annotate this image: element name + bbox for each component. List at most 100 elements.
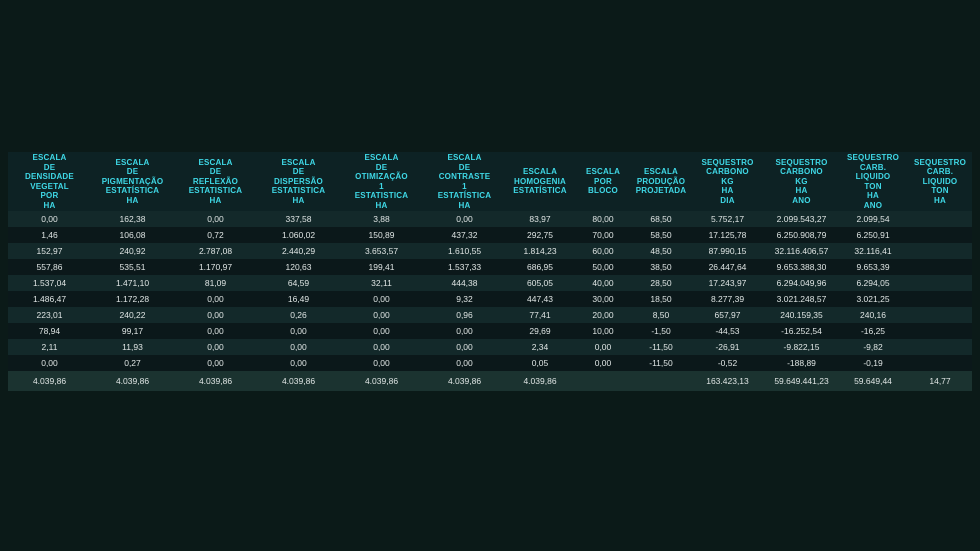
- cell-r4-c13: [908, 259, 972, 275]
- cell-r7-c1: 223,01: [36, 310, 63, 320]
- cell-r9-c11: -9.822,15: [783, 342, 820, 352]
- cell-r3-c5: 3.653,57: [364, 246, 399, 256]
- cell-r7-c6: 0,96: [456, 310, 473, 320]
- cell-r1-c7: 83,97: [529, 214, 551, 224]
- cell-r6-c1: 1.486,47: [32, 294, 67, 304]
- cell-r3-c4: 2.440,29: [281, 246, 316, 256]
- cell-r1-c8: 80,00: [592, 214, 614, 224]
- cell-r6-c5: 0,00: [373, 294, 390, 304]
- cell-r3-c12: 32.116,41: [854, 246, 892, 256]
- table-row[interactable]: 223,01 240,22 0,00 0,26 0,00 0,96 77,41 20,00 8,…: [8, 307, 972, 323]
- cell-r9-c4: 0,00: [290, 342, 307, 352]
- cell-r1-c1: 0,00: [41, 214, 58, 224]
- cell-r4-c11: 9.653.388,30: [776, 262, 827, 272]
- table-row[interactable]: 1.486,47 1.172,28 0,00 16,49 0,00 9,32 447,43 3…: [8, 291, 972, 307]
- cell-r7-c9: 8,50: [652, 310, 670, 320]
- table-body: 0,00 162,38 0,00 337,58 3,88 0,00 83,97 80,00 68…: [8, 211, 972, 371]
- totals-cell-c10: 163.423,13: [706, 376, 749, 386]
- cell-r7-c2: 240,22: [119, 310, 146, 320]
- column-header-3: ESCALA DE REFLEXÃO ESTATISTICA HA: [188, 157, 243, 205]
- cell-r4-c12: 9.653,39: [856, 262, 890, 272]
- cell-r1-c4: 337,58: [285, 214, 312, 224]
- cell-r9-c7: 2,34: [531, 342, 549, 352]
- cell-r7-c8: 20,00: [592, 310, 614, 320]
- cell-r4-c4: 120,63: [285, 262, 312, 272]
- cell-r3-c9: 48,50: [650, 246, 672, 256]
- table-row[interactable]: 557,86 535,51 1.170,97 120,63 199,41 1.537,33…: [8, 259, 972, 275]
- totals-cell-c13: 14,77: [929, 376, 951, 386]
- cell-r8-c1: 78,94: [38, 326, 61, 336]
- cell-r10-c3: 0,00: [207, 358, 224, 368]
- cell-r8-c8: 10,00: [592, 326, 614, 336]
- cell-r1-c13: [908, 211, 972, 227]
- cell-r6-c11: 3.021.248,57: [776, 294, 827, 304]
- cell-r9-c12: -9,82: [863, 342, 883, 352]
- cell-r6-c4: 16,49: [287, 294, 310, 304]
- cell-r8-c2: 99,17: [121, 326, 144, 336]
- cell-r9-c2: 11,93: [122, 342, 143, 352]
- cell-r8-c10: -44,53: [715, 326, 740, 336]
- cell-r4-c8: 50,00: [592, 262, 614, 272]
- column-header-5: ESCALA DE OTIMIZAÇÃO 1 ESTATISTICA HA: [354, 153, 409, 210]
- cell-r8-c7: 29,69: [529, 326, 551, 336]
- table-row[interactable]: 1.537,04 1.471,10 81,09 64,59 32,11 444,38 605…: [8, 275, 972, 291]
- totals-cell-c5: 4.039,86: [364, 376, 399, 386]
- cell-r8-c11: -16.252,54: [781, 326, 822, 336]
- cell-r1-c11: 2.099.543,27: [776, 214, 827, 224]
- totals-cell-c3: 4.039,86: [198, 376, 233, 386]
- cell-r7-c12: 240,16: [860, 310, 886, 320]
- column-header-12: SEQUESTRO CARB. LIQUIDO TON HA ANO: [846, 153, 900, 210]
- cell-r2-c6: 437,32: [451, 230, 478, 240]
- column-header-7: ESCALA HOMOGENIA ESTATÍSTICA: [513, 167, 567, 196]
- totals-cell-c1: 4.039,86: [32, 376, 67, 386]
- table-row[interactable]: 1,46 106,08 0,72 1.060,02 150,89 437,32 292,75…: [8, 227, 972, 243]
- cell-r3-c3: 2.787,08: [198, 246, 233, 256]
- totals-cell-c8: [574, 371, 632, 391]
- cell-r3-c1: 152,97: [36, 246, 63, 256]
- cell-r10-c12: -0,19: [863, 358, 883, 368]
- cell-r2-c11: 6.250.908,79: [776, 230, 827, 240]
- cell-r6-c9: 18,50: [650, 294, 672, 304]
- table-totals-row: 4.039,86 4.039,86 4.039,86 4.039,86 4.039,86…: [8, 371, 972, 391]
- column-header-11: SEQUESTRO CARBONO KG HA ANO: [775, 157, 828, 205]
- cell-r5-c8: 40,00: [592, 278, 614, 288]
- column-header-8: ESCALA POR BLOCO: [585, 167, 621, 196]
- cell-r6-c12: 3.021,25: [856, 294, 890, 304]
- cell-r9-c1: 2,11: [41, 342, 58, 352]
- table-row[interactable]: 78,94 99,17 0,00 0,00 0,00 0,00 29,69 10,00 -1,5…: [8, 323, 972, 339]
- table-row[interactable]: 0,00 162,38 0,00 337,58 3,88 0,00 83,97 80,00 68…: [8, 211, 972, 227]
- cell-r6-c10: 8.277,39: [710, 294, 745, 304]
- cell-r6-c2: 1.172,28: [115, 294, 150, 304]
- cell-r3-c11: 32.116.406,57: [774, 246, 829, 256]
- table-row[interactable]: 0,00 0,27 0,00 0,00 0,00 0,00 0,05 0,00 -11,50 -0…: [8, 355, 972, 371]
- cell-r2-c5: 150,89: [368, 230, 395, 240]
- cell-r6-c7: 447,43: [527, 294, 553, 304]
- cell-r5-c2: 1.471,10: [115, 278, 150, 288]
- cell-r7-c11: 240.159,35: [780, 310, 823, 320]
- cell-r3-c2: 240,92: [119, 246, 146, 256]
- cell-r10-c8: 0,00: [594, 358, 612, 368]
- cell-r6-c8: 30,00: [592, 294, 614, 304]
- cell-r9-c8: 0,00: [594, 342, 612, 352]
- totals-cell-c2: 4.039,86: [115, 376, 150, 386]
- cell-r9-c10: -26,91: [715, 342, 740, 352]
- column-header-4: ESCALA DE DISPERSÃO ESTATISTICA HA: [271, 157, 326, 205]
- cell-r2-c9: 58,50: [650, 230, 672, 240]
- column-header-9: ESCALA PRODUÇÃO PROJETADA: [635, 167, 687, 196]
- cell-r9-c9: -11,50: [649, 342, 673, 352]
- cell-r5-c10: 17.243,97: [708, 278, 747, 288]
- table-row[interactable]: 2,11 11,93 0,00 0,00 0,00 0,00 2,34 0,00 -11,50 -…: [8, 339, 972, 355]
- table-row[interactable]: 152,97 240,92 2.787,08 2.440,29 3.653,57 1.61…: [8, 243, 972, 259]
- table-header-row: ESCALA DE DENSIDADE VEGETAL POR HA ESCALA…: [8, 152, 972, 211]
- cell-r6-c3: 0,00: [207, 294, 224, 304]
- cell-r5-c5: 32,11: [371, 278, 392, 288]
- cell-r4-c1: 557,86: [36, 262, 63, 272]
- totals-cell-c12: 59.649,44: [854, 376, 892, 386]
- cell-r10-c10: -0,52: [717, 358, 738, 368]
- cell-r2-c1: 1,46: [41, 230, 58, 240]
- cell-r5-c7: 605,05: [527, 278, 553, 288]
- cell-r7-c3: 0,00: [207, 310, 224, 320]
- cell-r10-c6: 0,00: [456, 358, 473, 368]
- cell-r3-c10: 87.990,15: [708, 246, 747, 256]
